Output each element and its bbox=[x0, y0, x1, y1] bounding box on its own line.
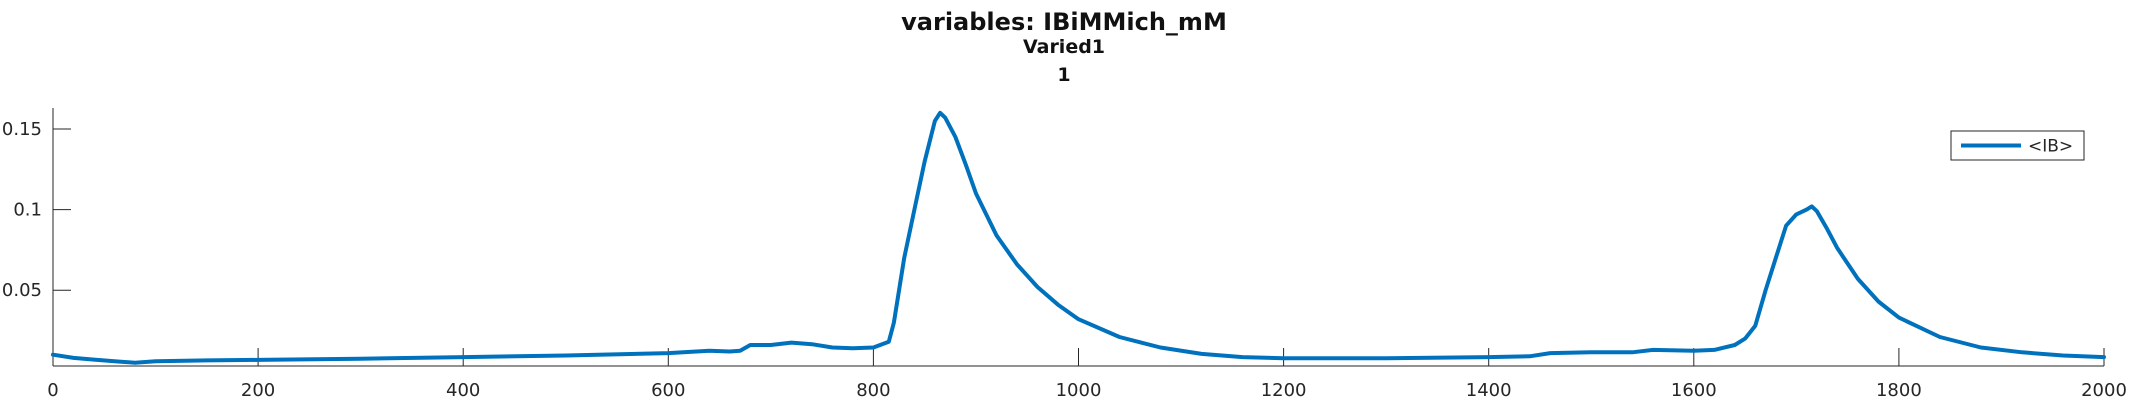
x-tick-label: 1400 bbox=[1466, 380, 1512, 400]
legend-label: <IB> bbox=[2028, 137, 2073, 157]
x-tick-label: 800 bbox=[856, 380, 890, 400]
x-tick-label: 1800 bbox=[1876, 380, 1922, 400]
y-tick-label: 0.1 bbox=[13, 200, 42, 221]
x-tick-label: 200 bbox=[241, 380, 275, 400]
chart-subtitle-number: 1 bbox=[1057, 64, 1070, 86]
series-line-ib bbox=[51, 110, 2106, 365]
chart-title: variables: IBiMMich_mM bbox=[901, 8, 1227, 36]
x-tick-label: 1600 bbox=[1671, 380, 1717, 400]
y-tick-label: 0.05 bbox=[2, 280, 42, 301]
y-tick-label: 0.15 bbox=[2, 119, 42, 140]
x-tick-label: 1000 bbox=[1056, 380, 1102, 400]
legend: <IB> bbox=[1950, 130, 2085, 161]
plot-axes bbox=[52, 108, 2104, 367]
x-tick-label: 600 bbox=[651, 380, 685, 400]
x-tick-label: 400 bbox=[446, 380, 480, 400]
y-axis-ticks: 0.05 0.1 0.15 bbox=[2, 119, 71, 301]
chart-subtitle: Varied1 bbox=[1023, 36, 1105, 58]
x-tick-label: 2000 bbox=[2081, 380, 2127, 400]
x-axis-ticks: 0 200 400 600 800 1000 1200 1400 1600 1800 2000 bbox=[47, 348, 2127, 400]
x-tick-label: 1200 bbox=[1261, 380, 1307, 400]
series-layer bbox=[51, 110, 2106, 365]
x-tick-label: 0 bbox=[47, 380, 58, 400]
